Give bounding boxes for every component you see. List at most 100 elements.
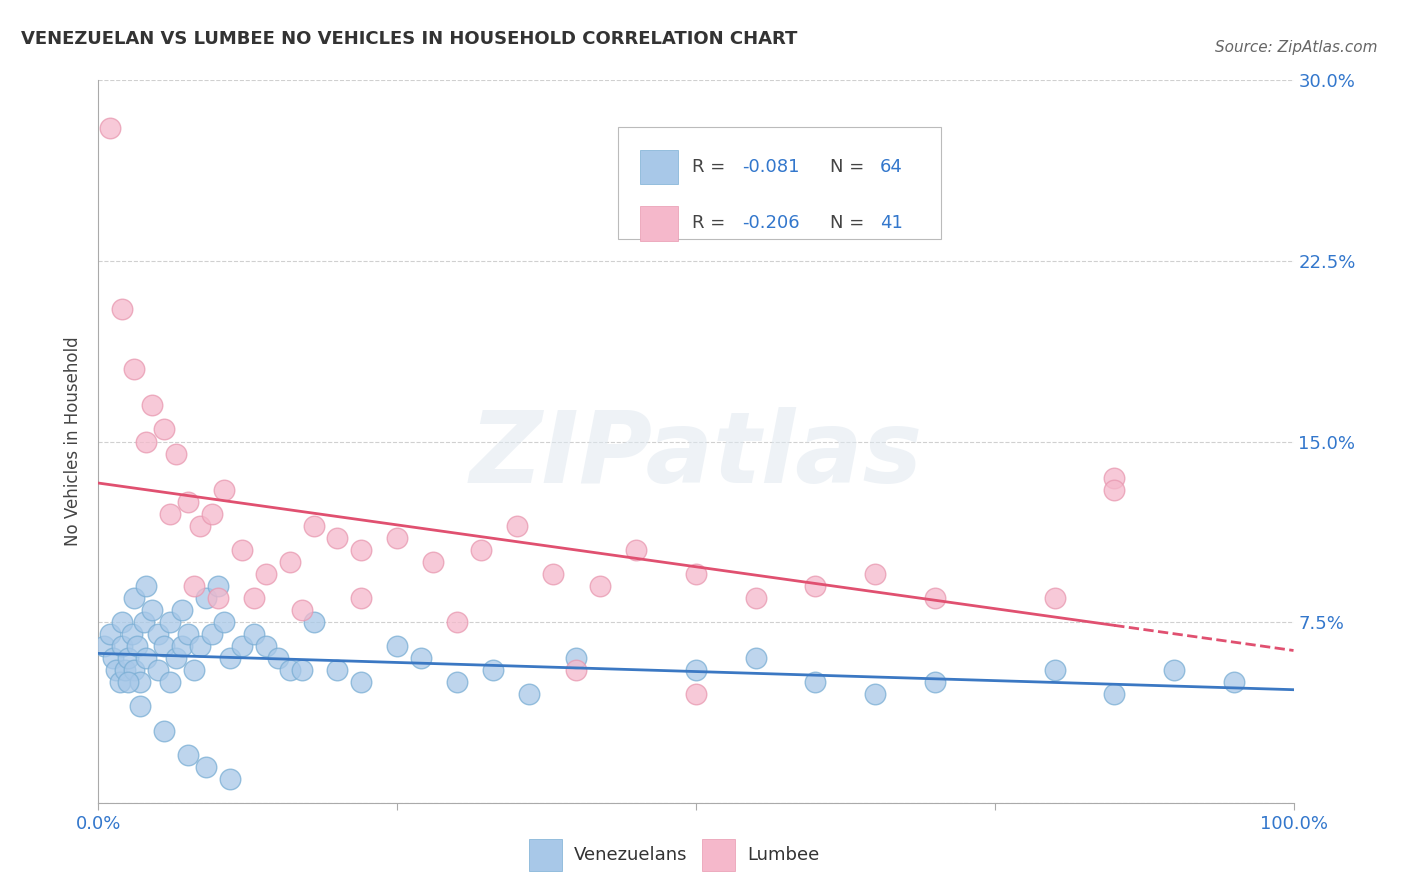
Point <box>482 664 505 678</box>
Point <box>685 567 707 582</box>
Point <box>114 664 136 678</box>
Point <box>165 446 187 460</box>
Point <box>411 651 433 665</box>
Point <box>111 301 134 317</box>
Point <box>121 627 143 641</box>
Point <box>172 639 194 653</box>
Point <box>124 664 146 678</box>
Point <box>626 542 648 557</box>
Point <box>470 542 492 557</box>
Point <box>148 664 170 678</box>
Text: R =: R = <box>692 214 731 232</box>
Point <box>446 615 468 630</box>
Point <box>302 519 325 533</box>
Point <box>135 579 157 593</box>
Point <box>254 567 277 582</box>
Text: Venezuelans: Venezuelans <box>574 846 688 863</box>
Point <box>153 723 176 738</box>
Point <box>159 615 181 630</box>
Point <box>865 687 887 701</box>
Text: Lumbee: Lumbee <box>748 846 820 863</box>
Point <box>132 615 155 630</box>
Point <box>1043 591 1066 606</box>
Point <box>201 507 224 521</box>
Point <box>278 664 301 678</box>
Point <box>135 651 157 665</box>
Point <box>291 664 314 678</box>
Point <box>93 639 115 653</box>
Point <box>183 579 205 593</box>
Point <box>541 567 564 582</box>
Point <box>141 603 163 617</box>
Point <box>98 121 122 136</box>
Point <box>148 627 170 641</box>
Point <box>195 760 218 774</box>
Point <box>124 362 146 376</box>
Point <box>350 542 373 557</box>
Point <box>1104 483 1126 497</box>
Point <box>231 542 253 557</box>
FancyBboxPatch shape <box>640 206 678 241</box>
Text: R =: R = <box>692 158 731 176</box>
Point <box>350 591 373 606</box>
Point <box>385 531 409 545</box>
Point <box>326 531 349 545</box>
Point <box>745 591 768 606</box>
Point <box>177 627 200 641</box>
Point <box>1104 687 1126 701</box>
Point <box>111 615 134 630</box>
Point <box>506 519 529 533</box>
Text: 41: 41 <box>880 214 903 232</box>
Point <box>1104 471 1126 485</box>
Point <box>111 639 134 653</box>
Point <box>141 398 163 412</box>
Point <box>865 567 887 582</box>
Point <box>129 675 152 690</box>
Point <box>117 651 139 665</box>
Point <box>745 651 768 665</box>
Point <box>201 627 224 641</box>
Point <box>125 639 148 653</box>
Point <box>159 507 181 521</box>
Point <box>117 675 139 690</box>
Point <box>105 664 128 678</box>
Point <box>153 423 176 437</box>
Text: -0.081: -0.081 <box>742 158 800 176</box>
Point <box>804 675 827 690</box>
Text: N =: N = <box>830 214 870 232</box>
Point <box>1163 664 1185 678</box>
Point <box>565 651 588 665</box>
Point <box>254 639 277 653</box>
Point <box>188 519 211 533</box>
Point <box>267 651 290 665</box>
Point <box>172 603 194 617</box>
Point <box>153 639 176 653</box>
Point <box>326 664 349 678</box>
Text: Source: ZipAtlas.com: Source: ZipAtlas.com <box>1215 40 1378 55</box>
FancyBboxPatch shape <box>640 150 678 185</box>
Point <box>101 651 124 665</box>
Point <box>685 664 707 678</box>
Point <box>207 579 229 593</box>
Point <box>1043 664 1066 678</box>
Point <box>422 555 444 569</box>
Point <box>188 639 211 653</box>
FancyBboxPatch shape <box>529 838 562 871</box>
Point <box>350 675 373 690</box>
Point <box>517 687 540 701</box>
Point <box>243 591 266 606</box>
Point <box>207 591 229 606</box>
Point <box>177 747 200 762</box>
Point <box>1223 675 1246 690</box>
Text: -0.206: -0.206 <box>742 214 800 232</box>
Point <box>291 603 314 617</box>
Text: VENEZUELAN VS LUMBEE NO VEHICLES IN HOUSEHOLD CORRELATION CHART: VENEZUELAN VS LUMBEE NO VEHICLES IN HOUS… <box>21 29 797 47</box>
FancyBboxPatch shape <box>619 128 941 239</box>
Point <box>195 591 218 606</box>
Point <box>124 591 146 606</box>
Point <box>302 615 325 630</box>
Text: 64: 64 <box>880 158 903 176</box>
FancyBboxPatch shape <box>702 838 735 871</box>
Point <box>243 627 266 641</box>
Point <box>165 651 187 665</box>
